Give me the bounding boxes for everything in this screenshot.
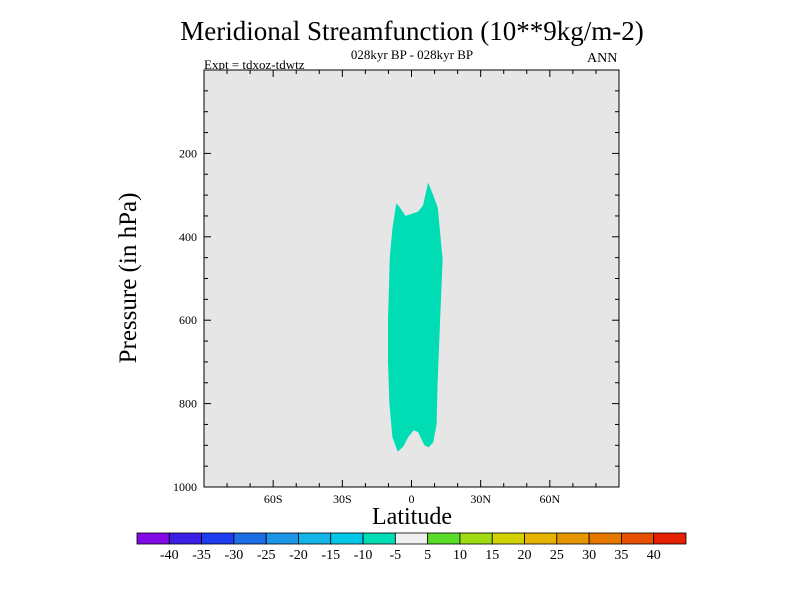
colorbar-swatch — [298, 532, 332, 545]
contour-fill-region — [388, 182, 443, 452]
colorbar-swatch — [330, 532, 364, 545]
colorbar-swatch — [362, 532, 396, 545]
colorbar-swatch — [524, 532, 558, 545]
colorbar-label: -15 — [321, 548, 340, 563]
colorbar-swatch — [491, 532, 525, 545]
colorbar-swatch — [621, 532, 655, 545]
season-label: ANN — [587, 51, 618, 66]
colorbar-swatch — [233, 532, 267, 545]
colorbar-label: 15 — [485, 548, 499, 563]
colorbar-label: 35 — [614, 548, 628, 563]
x-tick-label: 30S — [333, 492, 352, 506]
y-tick-label: 1000 — [173, 480, 197, 494]
colorbar-swatch — [168, 532, 202, 545]
colorbar-label: -20 — [289, 548, 308, 563]
colorbar-label: -25 — [257, 548, 276, 563]
colorbar-swatch — [427, 532, 461, 545]
experiment-label: Expt = tdxoz-tdwtz — [204, 57, 305, 72]
x-axis-label: Latitude — [372, 504, 452, 530]
chart-title: Meridional Streamfunction (10**9kg/m-2) — [180, 16, 644, 46]
colorbar-label: -30 — [225, 548, 244, 563]
chart-subtitle: 028kyr BP - 028kyr BP — [350, 47, 474, 62]
y-tick-label: 800 — [179, 397, 197, 411]
colorbar-label: -10 — [354, 548, 373, 563]
colorbar-swatch — [653, 532, 687, 545]
colorbar-label: 25 — [550, 548, 564, 563]
y-tick-label: 600 — [179, 313, 197, 327]
colorbar-swatch — [459, 532, 493, 545]
plot-area: 200 400 600 800 1000 60S 30S 0 30N 60N — [173, 69, 620, 506]
x-tick-label: 60N — [539, 492, 560, 506]
x-tick-label: 30N — [470, 492, 491, 506]
y-tick-label: 200 — [179, 146, 197, 160]
colorbar-label: 30 — [582, 548, 596, 563]
colorbar-swatch — [136, 532, 170, 545]
colorbar-swatch — [556, 532, 590, 545]
colorbar-swatch — [394, 532, 429, 545]
colorbar: -40 -35 -30 -25 -20 -15 -10 -5 5 10 15 20 25 30 35 40 — [136, 532, 687, 563]
colorbar-label: 10 — [453, 548, 467, 563]
colorbar-label: 5 — [424, 548, 431, 563]
x-tick-label: 60S — [264, 492, 283, 506]
x-tick-label: 0 — [409, 492, 415, 506]
colorbar-label: 20 — [518, 548, 532, 563]
colorbar-label: 40 — [647, 548, 661, 563]
colorbar-swatch — [588, 532, 622, 545]
y-tick-label: 400 — [179, 230, 197, 244]
colorbar-label: -5 — [390, 548, 402, 563]
colorbar-label: -35 — [192, 548, 211, 563]
colorbar-swatch — [201, 532, 235, 545]
colorbar-label: -40 — [160, 548, 179, 563]
colorbar-swatch — [265, 532, 299, 545]
